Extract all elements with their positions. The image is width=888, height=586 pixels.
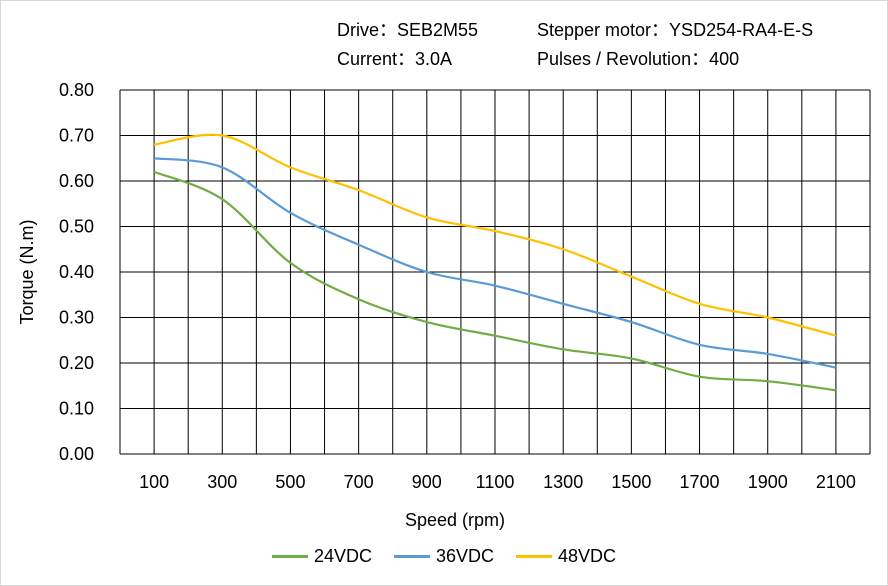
x-tick-label: 300	[207, 472, 237, 492]
drive-label: Drive：SEB2M55	[337, 20, 479, 40]
y-tick-label: 0.60	[59, 171, 94, 191]
legend-swatch	[516, 555, 553, 558]
legend-item: 36VDC	[393, 546, 495, 567]
x-tick-label: 100	[139, 472, 169, 492]
x-tick-label: 1700	[680, 472, 720, 492]
legend-label: 48VDC	[558, 546, 617, 566]
x-tick-label: 1900	[748, 472, 788, 492]
y-tick-label: 0.80	[59, 80, 94, 100]
y-tick-label: 0.40	[59, 262, 94, 282]
motor-label: Stepper motor：YSD254-RA4-E-S	[537, 20, 814, 40]
y-tick-label: 0.10	[59, 399, 94, 419]
legend-swatch	[271, 555, 308, 558]
x-tick-label: 2100	[816, 472, 856, 492]
legend-swatch	[393, 555, 430, 558]
series-line-24vdc	[153, 170, 837, 392]
y-tick-label: 0.50	[59, 217, 94, 237]
legend-label: 36VDC	[435, 546, 495, 566]
legend-label: 24VDC	[313, 546, 372, 566]
x-tick-label: 500	[275, 472, 305, 492]
series-line-36vdc	[153, 157, 837, 369]
x-axis-label: Speed (rpm)	[405, 510, 505, 530]
x-tick-label: 1500	[611, 472, 651, 492]
x-tick-label: 1100	[476, 472, 515, 492]
y-axis-label: Torque (N.m)	[17, 219, 37, 324]
y-tick-label: 0.00	[59, 444, 94, 464]
legend: 24VDC 36VDC 48VDC	[0, 546, 888, 567]
legend-item: 48VDC	[516, 546, 616, 567]
current-label: Current：3.0A	[337, 49, 453, 69]
legend-item: 24VDC	[271, 546, 372, 567]
x-tick-label: 900	[412, 472, 442, 492]
pulses-label: Pulses / Revolution：400	[537, 49, 740, 69]
y-tick-label: 0.30	[59, 308, 94, 328]
x-tick-label: 700	[344, 472, 374, 492]
y-tick-label: 0.70	[59, 126, 94, 146]
x-tick-label: 1300	[543, 472, 583, 492]
y-tick-label: 0.20	[59, 353, 94, 373]
series-line-48vdc	[153, 133, 837, 337]
